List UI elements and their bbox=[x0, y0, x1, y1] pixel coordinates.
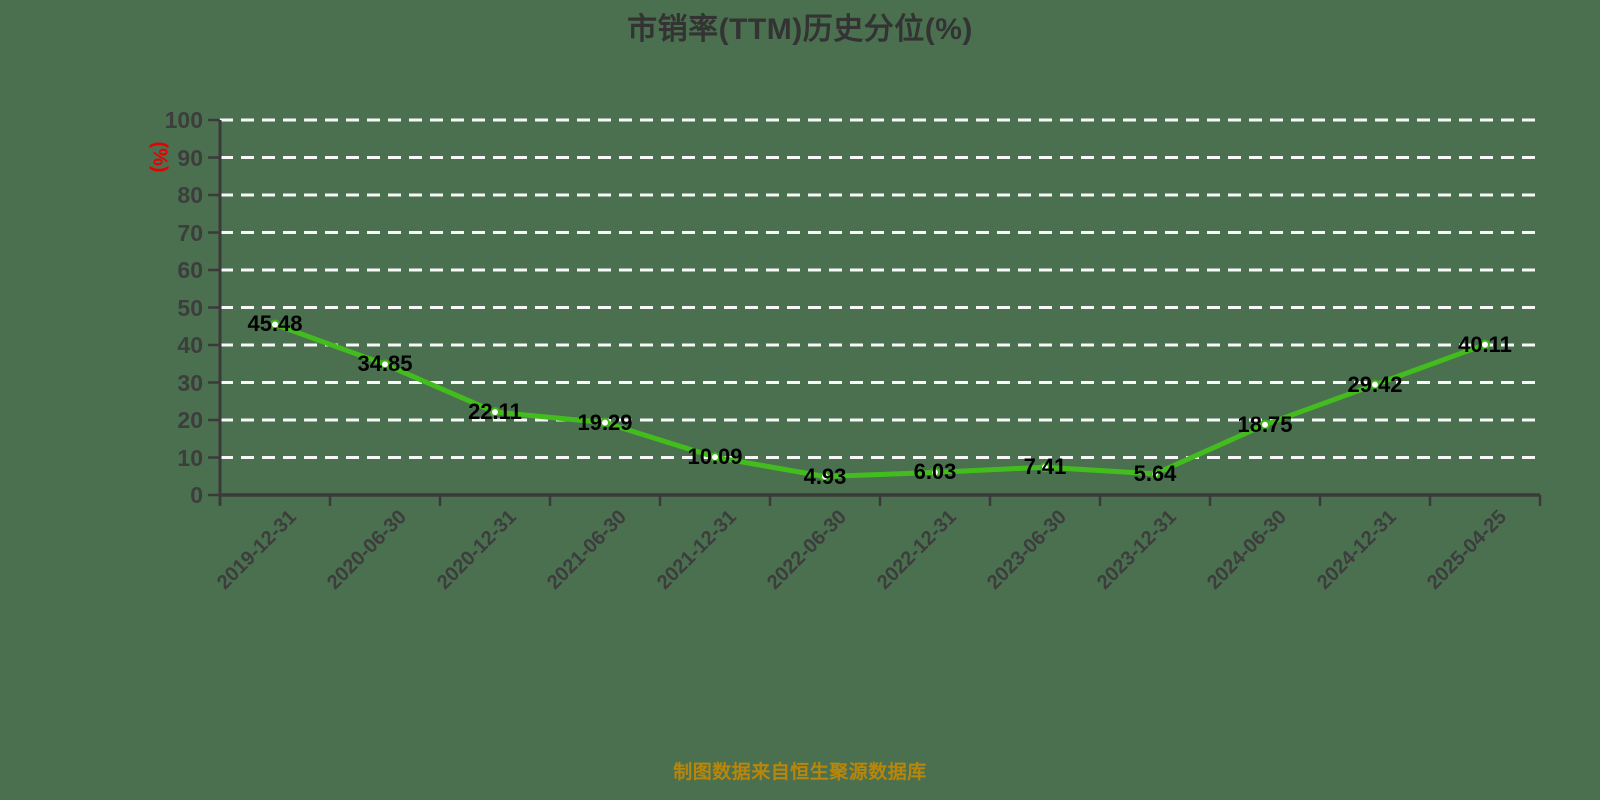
y-tick-label: 50 bbox=[177, 294, 203, 321]
data-point-marker[interactable] bbox=[490, 407, 500, 418]
data-point-marker[interactable] bbox=[1370, 379, 1380, 390]
chart-title: 市销率(TTM)历史分位(%) bbox=[627, 13, 973, 46]
y-tick-label: 60 bbox=[177, 257, 203, 283]
y-tick-label: 90 bbox=[177, 144, 203, 171]
data-point-label: 19.29 bbox=[577, 409, 633, 435]
data-point-marker[interactable] bbox=[1150, 468, 1160, 479]
data-point-marker[interactable] bbox=[1480, 339, 1490, 350]
y-tick-label: 30 bbox=[177, 369, 203, 396]
y-tick-label: 10 bbox=[177, 444, 203, 471]
data-point-label: 22.11 bbox=[468, 399, 522, 425]
data-point-marker[interactable] bbox=[380, 359, 390, 370]
data-point-label: 18.75 bbox=[1237, 411, 1293, 437]
data-point-marker[interactable] bbox=[270, 319, 280, 330]
y-tick-label: 80 bbox=[177, 182, 203, 208]
data-point-label: 29.42 bbox=[1347, 371, 1403, 397]
data-point-marker[interactable] bbox=[1260, 419, 1270, 430]
data-point-label: 7.41 bbox=[1023, 454, 1067, 480]
data-point-label: 6.03 bbox=[913, 459, 957, 485]
source-note: 制图数据来自恒生聚源数据库 bbox=[673, 762, 927, 783]
data-point-label: 45.48 bbox=[247, 311, 303, 337]
data-point-marker[interactable] bbox=[710, 452, 720, 463]
y-tick-label: 100 bbox=[164, 107, 203, 133]
series-line bbox=[272, 321, 1488, 480]
data-point-label: 5.64 bbox=[1133, 460, 1177, 486]
y-tick-label: 40 bbox=[177, 332, 203, 358]
data-point-marker[interactable] bbox=[930, 467, 940, 478]
data-point-label: 34.85 bbox=[357, 351, 413, 377]
y-tick-label: 0 bbox=[190, 482, 203, 508]
data-point-marker[interactable] bbox=[1040, 462, 1050, 473]
data-point-marker[interactable] bbox=[600, 417, 610, 428]
data-point-label: 40.11 bbox=[1458, 331, 1512, 357]
y-tick-label: 20 bbox=[177, 407, 203, 433]
y-tick-label: 70 bbox=[177, 219, 203, 246]
data-point-label: 10.09 bbox=[687, 444, 743, 470]
data-point-marker[interactable] bbox=[820, 471, 830, 482]
data-point-label: 4.93 bbox=[803, 463, 847, 489]
